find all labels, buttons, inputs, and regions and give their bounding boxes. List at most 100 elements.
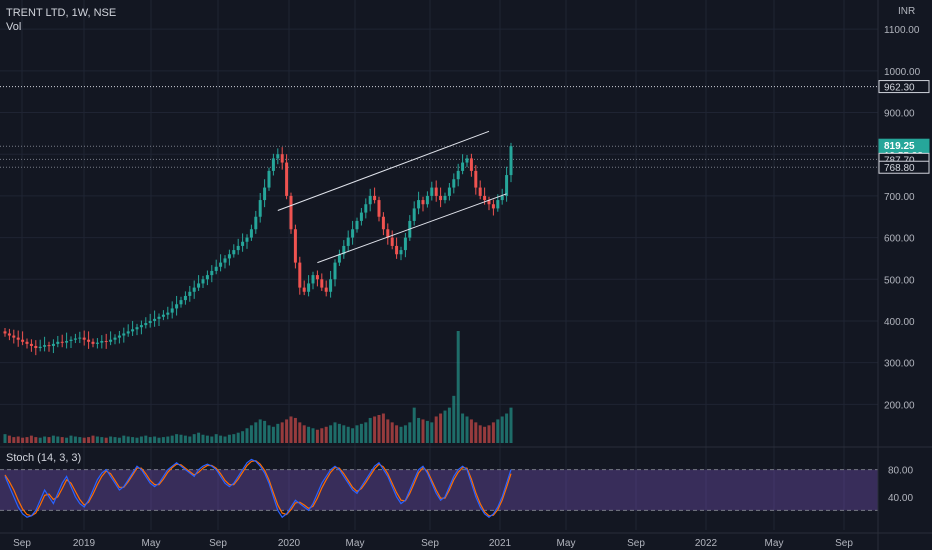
price-axis-label: 1000.00 [884,67,921,78]
candle-body [386,229,390,238]
candle-body [161,314,165,317]
candle-body [258,200,262,217]
candle-body [21,339,25,342]
volume-bar [241,431,245,443]
time-axis-label: Sep [627,538,645,549]
candle-body [417,200,421,209]
candle-body [201,279,205,284]
candle-body [219,262,223,267]
price-axis-label: 200.00 [884,400,915,411]
price-axis-label: 300.00 [884,359,915,370]
volume-bar [333,422,337,443]
chart-legend: TRENT LTD, 1W, NSE Vol [6,6,116,34]
candle-body [82,337,86,340]
volume-bar [267,425,271,443]
candle-body [271,158,275,171]
candle-body [355,220,359,230]
candle-body [139,325,143,328]
volume-bar [131,437,135,443]
volume-bar [456,331,460,443]
candle-body [51,343,55,346]
volume-bar [29,435,33,443]
volume-bar [16,436,20,443]
time-axis-label: May [765,538,784,549]
candle-body [351,229,355,238]
volume-bar [487,425,491,443]
candle-body [205,275,209,280]
candle-body [157,316,161,319]
volume-bar [183,435,187,443]
volume-bar [412,407,416,443]
volume-bar [342,425,346,443]
volume-bar [205,435,209,443]
candle-body [16,337,20,340]
volume-bar [73,436,77,443]
trend-channel[interactable] [277,130,507,264]
candle-body [359,212,363,221]
volume-bar [434,416,438,443]
volume-bar [219,435,223,443]
candle-body [289,195,293,230]
volume-bar [51,435,55,443]
candle-body [3,331,7,334]
volume-bar [3,434,7,443]
candle-body [38,346,42,349]
candle-body [113,337,117,340]
price-tag-box [878,160,930,174]
volume-bar [117,437,121,443]
volume-bar [430,422,434,443]
time-axis-label: 2022 [695,538,718,549]
volume-bar [421,419,425,443]
stoch-axis-label: 80.00 [888,466,913,477]
candle-body [214,266,218,271]
candle-body [478,187,482,196]
stoch-legend[interactable]: Stoch (14, 3, 3) [6,452,82,464]
candle-body [311,275,315,284]
volume-bar [144,435,148,443]
candle-body [232,250,236,255]
volume-bar [368,417,372,443]
channel-lower-line [317,193,507,264]
candle-body [254,216,258,230]
volume-bar [417,417,421,443]
time-axis-label: Sep [835,538,853,549]
candle-body [87,339,91,342]
candle-body [263,187,267,201]
candle-body [78,337,82,339]
time-axis-label: 2020 [278,538,301,549]
volume-bar [355,425,359,443]
symbol-title[interactable]: TRENT LTD, 1W, NSE [6,7,117,19]
volume-bar [236,432,240,443]
stoch-d-line [4,460,512,517]
candle-body [293,229,297,263]
candle-body [421,200,425,205]
candle-body [12,335,16,338]
volume-bar [109,436,113,443]
volume-bar [56,436,60,443]
candle-body [307,283,311,292]
volume-bar [439,413,443,443]
candle-body [144,323,148,326]
time-axis[interactable]: Sep 2019 May Sep 2020 May Sep 2021 May Sep 2022 May… [0,532,932,549]
volume-bar [505,413,509,443]
volume-bar [245,428,249,443]
volume-bar [447,407,451,443]
volume-bar [7,435,11,443]
candle-body [56,341,60,344]
candle-body [69,339,73,341]
candle-body [496,200,500,209]
volume-bar [192,434,196,443]
volume-bar [452,395,456,443]
candle-body [60,341,64,343]
candle-body [439,195,443,201]
candle-body [447,187,451,196]
candle-body [29,343,33,346]
volume-bar [315,429,319,443]
candle-body [465,158,469,163]
volume-bar [337,423,341,443]
volume-bar [302,425,306,443]
candle-body [373,195,377,201]
candle-body [148,320,152,324]
volume-label[interactable]: Vol [6,21,22,33]
